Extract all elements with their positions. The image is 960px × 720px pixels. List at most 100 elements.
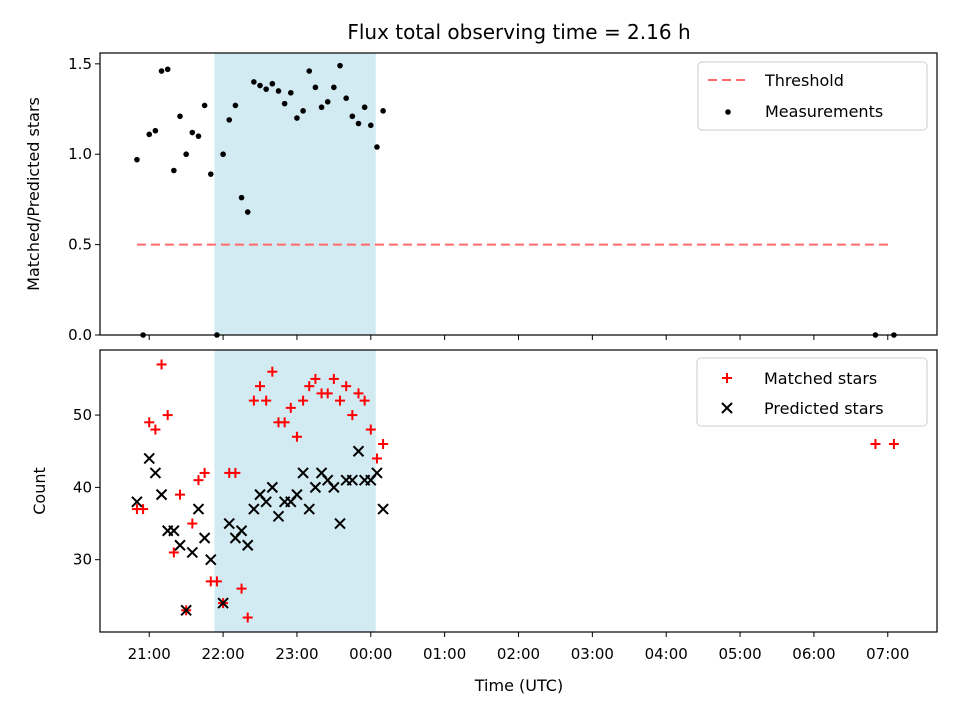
- measurement-point: [343, 95, 349, 101]
- predicted-star-point: [328, 481, 340, 494]
- x-tick-label: 07:00: [866, 645, 909, 663]
- measurement-point: [195, 133, 202, 139]
- measurement-point: [300, 108, 306, 114]
- measurement-point: [380, 108, 386, 114]
- bottom-y-axis-label: Count: [30, 467, 49, 515]
- matched-star-point: [162, 410, 173, 421]
- predicted-star-point: [168, 525, 180, 537]
- matched-star-point: [193, 475, 204, 486]
- matched-star-point: [341, 381, 352, 392]
- x-tick-label: 22:00: [201, 645, 244, 663]
- legend-matched-swatch: [722, 373, 732, 383]
- predicted-star-point: [371, 467, 383, 479]
- predicted-star-point: [291, 488, 303, 501]
- measurement-point: [251, 79, 257, 85]
- measurement-point: [152, 127, 159, 134]
- matched-star-point: [261, 395, 272, 406]
- y-tick-label: 1.5: [68, 55, 92, 73]
- predicted-star-point: [143, 452, 155, 465]
- top-y-axis-label: Matched/Predicted stars: [24, 97, 43, 291]
- matched-star-point: [144, 417, 155, 428]
- predicted-star-point: [131, 496, 143, 508]
- y-tick-label: 50: [73, 406, 92, 424]
- measurement-point: [158, 68, 165, 74]
- predicted-star-point: [352, 445, 365, 457]
- x-tick-label: 04:00: [645, 645, 688, 663]
- matched-star-point: [255, 381, 266, 392]
- matched-star-point: [242, 612, 253, 623]
- bottom-legend: Matched stars Predicted stars: [696, 357, 928, 427]
- y-tick-label: 40: [73, 478, 92, 496]
- predicted-star-point: [334, 517, 346, 530]
- matched-star-point: [150, 424, 161, 435]
- measurement-point: [275, 88, 282, 94]
- matched-star-point: [175, 489, 186, 500]
- top-panel: 0.0 0.5 1.0 1.5 Threshold Measurements: [68, 52, 938, 344]
- predicted-star-point: [248, 503, 260, 515]
- predicted-star-point: [217, 597, 229, 609]
- matched-star-point: [199, 467, 210, 478]
- measurement-point: [331, 84, 337, 91]
- measurement-point: [306, 68, 313, 74]
- legend-measurements-label: Measurements: [765, 102, 883, 121]
- predicted-star-point: [297, 467, 309, 479]
- legend-measurements-swatch: [725, 109, 731, 115]
- matched-star-point: [279, 417, 290, 428]
- shaded-interval: [214, 350, 376, 632]
- predicted-star-point: [186, 546, 199, 559]
- measurement-point: [201, 102, 208, 109]
- measurement-point: [220, 151, 226, 158]
- y-tick-label: 0.0: [68, 326, 92, 344]
- measurement-point: [164, 66, 171, 73]
- matched-star-point: [236, 583, 247, 594]
- measurement-point: [374, 144, 380, 150]
- matched-star-point: [347, 410, 358, 421]
- measurement-point: [189, 129, 196, 136]
- predicted-star-point: [149, 467, 162, 479]
- predicted-star-point: [303, 503, 315, 515]
- x-axis-label: Time (UTC): [474, 676, 563, 695]
- measurement-point: [318, 104, 325, 111]
- measurement-point: [207, 171, 214, 177]
- legend-threshold-label: Threshold: [764, 71, 844, 90]
- matched-star-point: [365, 424, 376, 435]
- measurement-point: [146, 131, 153, 138]
- matched-star-point: [888, 439, 899, 449]
- matched-star-point: [353, 388, 364, 399]
- matched-star-point: [870, 439, 881, 449]
- matched-star-point: [168, 547, 179, 558]
- measurement-point: [367, 122, 374, 129]
- matched-star-point: [267, 366, 278, 377]
- legend-predicted-swatch: [721, 402, 733, 414]
- matched-star-point: [187, 518, 198, 529]
- predicted-star-point: [235, 525, 248, 537]
- predicted-star-point: [223, 517, 235, 530]
- measurement-point: [281, 100, 288, 107]
- predicted-star-point: [192, 503, 205, 515]
- y-tick-label: 0.5: [68, 236, 92, 254]
- x-tick-label: 21:00: [128, 645, 171, 663]
- x-tick-label: 06:00: [792, 645, 835, 663]
- predicted-star-point: [155, 488, 168, 501]
- x-tick-label: 00:00: [349, 645, 392, 663]
- measurement-point: [171, 167, 177, 174]
- bottom-panel: 30 40 50 21:00 22:00 23:00 00:00 01:00 02:00 03:0…: [73, 349, 938, 663]
- x-tick-label: 02:00: [497, 645, 540, 663]
- matched-star-point: [248, 395, 259, 406]
- measurement-point: [232, 102, 239, 109]
- measurement-point: [349, 113, 356, 120]
- predicted-star-point: [180, 604, 192, 617]
- measurement-point: [337, 62, 343, 69]
- predicted-star-point: [272, 510, 285, 523]
- predicted-star-point: [174, 539, 186, 551]
- legend-matched-label: Matched stars: [764, 369, 877, 388]
- measurement-point: [287, 89, 294, 96]
- matched-star-point: [328, 373, 339, 384]
- shaded-interval: [214, 53, 376, 335]
- measurement-point: [324, 99, 331, 105]
- x-tick-label: 23:00: [275, 645, 318, 663]
- measurement-point: [361, 104, 368, 111]
- matched-star-point: [335, 395, 346, 406]
- measurement-point: [226, 117, 233, 123]
